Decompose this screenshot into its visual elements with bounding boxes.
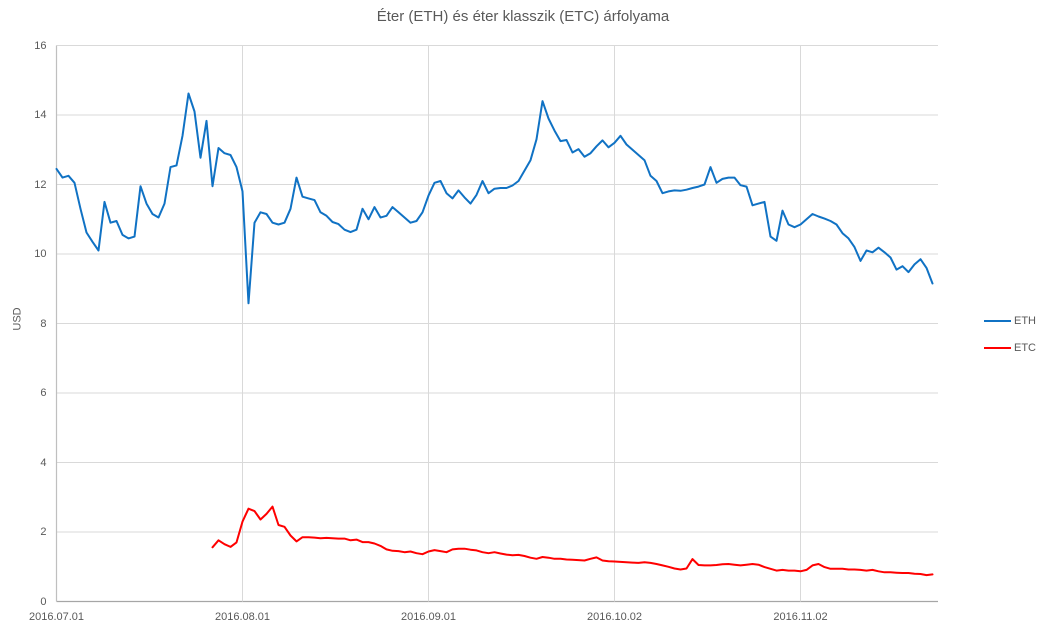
y-tick-label: 14 <box>34 109 47 121</box>
x-tick-label: 2016.10.02 <box>586 611 643 623</box>
y-tick-label: 0 <box>40 595 47 608</box>
y-tick-label: 2 <box>40 526 47 538</box>
y-tick-label: 8 <box>40 317 47 330</box>
legend: ETH ETC <box>984 314 1036 368</box>
legend-item-eth: ETH <box>984 314 1036 328</box>
x-tick-label: 2016.11.02 <box>773 611 828 623</box>
etc-line-swatch <box>984 347 1011 349</box>
eth-line <box>55 92 934 305</box>
y-tick-label: 10 <box>34 248 47 260</box>
y-tick-label: 6 <box>40 387 47 399</box>
legend-item-etc: ETC <box>984 341 1036 355</box>
eth-line-swatch <box>984 320 1011 322</box>
etc-line <box>211 505 934 577</box>
y-tick-label: 16 <box>34 39 47 52</box>
x-tick-label: 2016.08.01 <box>214 611 271 623</box>
y-tick-label: 12 <box>34 178 47 191</box>
chart-title: Éter (ETH) és éter klasszik (ETC) árfoly… <box>376 8 670 25</box>
legend-label-etc: ETC <box>1014 342 1036 354</box>
x-tick-label: 2016.09.01 <box>400 611 457 623</box>
x-tick-label: 2016.07.01 <box>28 611 85 623</box>
legend-label-eth: ETH <box>1014 315 1036 327</box>
y-tick-label: 4 <box>40 456 47 469</box>
